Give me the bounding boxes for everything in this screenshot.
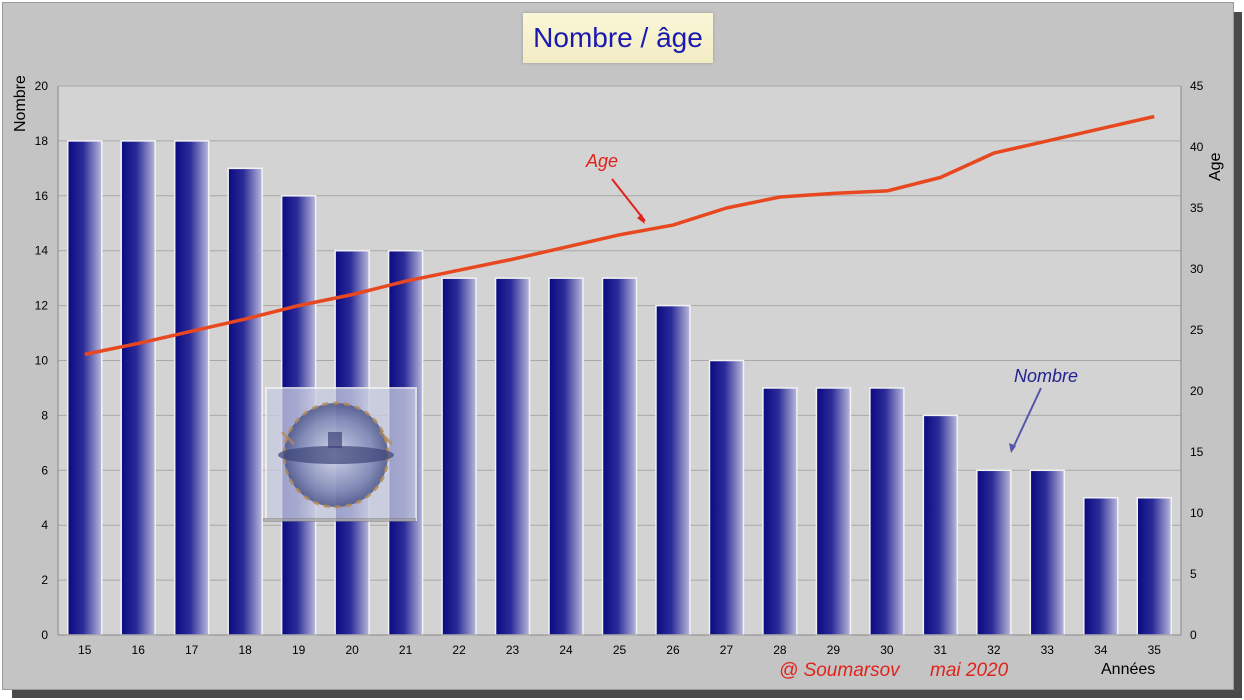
x-axis-title: Années	[1101, 661, 1155, 678]
y-tick-label: 12	[35, 299, 49, 313]
x-tick-label: 21	[399, 643, 413, 657]
annotations: Age Nombre	[585, 151, 1078, 453]
bar-25	[601, 277, 638, 636]
x-tick-label: 28	[773, 643, 787, 657]
y-axis-title: Nombre	[12, 75, 29, 132]
y2-tick-label: 15	[1190, 445, 1204, 459]
y2-tick-label: 35	[1190, 201, 1204, 215]
bar-35	[1136, 497, 1173, 636]
x-tick-label: 27	[720, 643, 734, 657]
bar-33	[1029, 469, 1066, 636]
x-tick-label: 20	[345, 643, 359, 657]
y2-tick-label: 20	[1190, 384, 1204, 398]
y-tick-label: 6	[41, 463, 48, 477]
chart-title-box: Nombre / âge	[523, 13, 713, 63]
bar-16	[120, 140, 156, 636]
x-tick-label: 30	[880, 643, 894, 657]
x-tick-label: 26	[666, 643, 680, 657]
annotation-nombre-arrowhead	[1009, 443, 1016, 453]
y2-tick-label: 25	[1190, 323, 1204, 337]
bar-31	[922, 414, 959, 636]
age-line	[84, 114, 1155, 357]
x-tick-label: 31	[934, 643, 948, 657]
x-tick-label: 16	[132, 643, 146, 657]
annotation-age-arrowhead	[637, 214, 645, 224]
y-tick-label: 20	[35, 79, 49, 93]
x-tick-label: 33	[1041, 643, 1055, 657]
bar-series	[66, 140, 1173, 636]
annotation-age-label: Age	[585, 151, 618, 171]
y-tick-label: 0	[41, 628, 48, 642]
y-tick-label: 2	[41, 573, 48, 587]
bar-23	[494, 277, 531, 636]
x-tick-label: 32	[987, 643, 1001, 657]
y2-tick-label: 0	[1190, 628, 1197, 642]
y-tick-label: 10	[35, 354, 49, 368]
y-tick-label: 16	[35, 189, 49, 203]
x-tick-label: 19	[292, 643, 306, 657]
x-tick-label: 24	[559, 643, 573, 657]
y-tick-label: 8	[41, 408, 48, 422]
annotation-nombre-arrow	[1012, 387, 1042, 449]
annotation-age-arrow	[611, 178, 646, 222]
credit-author: @ Soumarsov	[779, 660, 901, 681]
y2-tick-label: 5	[1190, 567, 1197, 581]
y-tick-label: 4	[41, 518, 48, 532]
chart-title: Nombre / âge	[533, 22, 703, 53]
x-tick-label: 22	[452, 643, 466, 657]
y2-tick-label: 10	[1190, 506, 1204, 520]
y2-tick-label: 45	[1190, 79, 1204, 93]
age-line-series	[84, 114, 1155, 357]
annotation-nombre-label: Nombre	[1014, 366, 1078, 386]
bar-29	[815, 387, 852, 636]
bar-34	[1083, 497, 1119, 636]
bar-17	[173, 140, 210, 636]
x-tick-label: 25	[613, 643, 627, 657]
y-tick-label: 14	[35, 244, 49, 258]
x-tick-label: 17	[185, 643, 199, 657]
bar-15	[66, 140, 103, 636]
x-tick-label: 35	[1148, 643, 1162, 657]
x-tick-label: 29	[827, 643, 841, 657]
bar-28	[762, 387, 798, 636]
y2-tick-label: 40	[1190, 140, 1204, 154]
bar-18	[227, 167, 263, 636]
x-tick-label: 34	[1094, 643, 1108, 657]
bar-32	[976, 469, 1012, 636]
bar-30	[869, 387, 905, 636]
x-tick-label: 18	[238, 643, 252, 657]
credit-date: mai 2020	[930, 660, 1009, 681]
y2-axis-title: Age	[1207, 152, 1224, 181]
bar-26	[655, 304, 691, 636]
bar-27	[708, 359, 745, 636]
x-tick-label: 23	[506, 643, 520, 657]
y2-tick-label: 30	[1190, 262, 1204, 276]
submarine-badge-emblem	[263, 387, 417, 522]
y-tick-label: 18	[35, 134, 49, 148]
bar-22	[441, 277, 477, 636]
x-tick-label: 15	[78, 643, 92, 657]
bar-24	[548, 277, 584, 636]
